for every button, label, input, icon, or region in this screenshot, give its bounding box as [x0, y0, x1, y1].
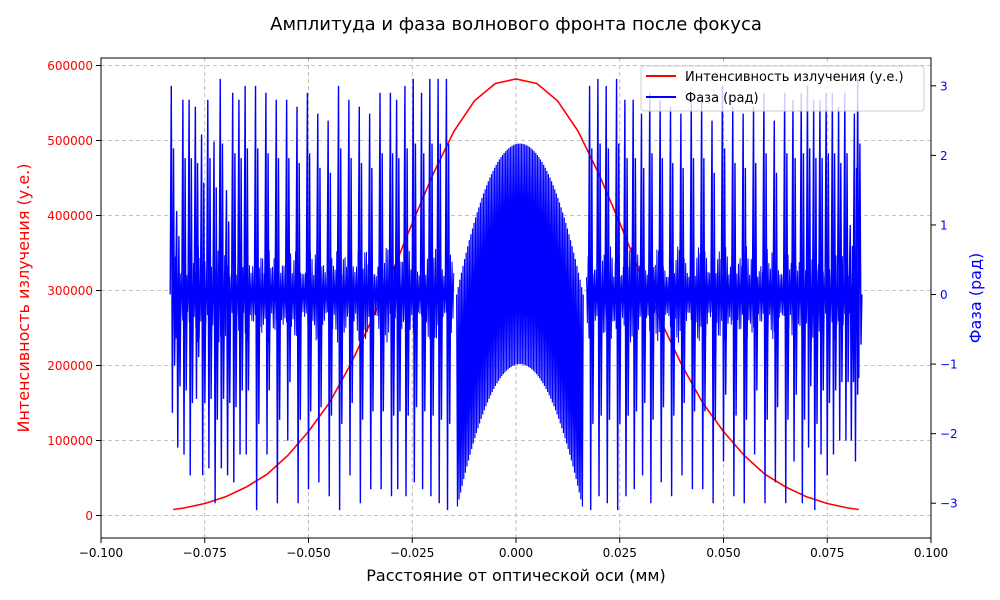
- y-tick-label: 400000: [47, 209, 93, 223]
- legend-label-phase: Фаза (рад): [685, 91, 759, 106]
- y-tick-label: 300000: [47, 284, 93, 298]
- intensity-point: [204, 502, 206, 505]
- phase-spike: [855, 78, 863, 379]
- x-tick-label: 0.025: [603, 546, 637, 560]
- phase-spike: [848, 224, 856, 441]
- y-tick-label: 0: [85, 509, 93, 523]
- phase-spike: [596, 78, 603, 497]
- phase-spike: [199, 134, 207, 476]
- legend-label-intensity: Интенсивность излучения (у.е.): [685, 70, 904, 85]
- y-axis-label: Интенсивность излучения (у.е.): [14, 164, 33, 433]
- x-tick-label: 0.100: [914, 546, 948, 560]
- y-tick-label: 500000: [47, 134, 93, 148]
- phase-spike: [782, 92, 790, 504]
- legend-box: [640, 65, 925, 112]
- intensity-point: [473, 100, 476, 102]
- y-tick-label: 600000: [47, 59, 93, 73]
- phase-spike: [587, 85, 595, 511]
- y-tick-label: 100000: [47, 434, 93, 448]
- phase-spike: [419, 92, 427, 490]
- phase-spike: [326, 120, 334, 497]
- intensity-point: [287, 454, 289, 457]
- phase-spike: [295, 106, 302, 504]
- phase-spike: [394, 99, 402, 490]
- phase-spike: [367, 113, 375, 490]
- phase-spike: [730, 106, 738, 497]
- intensity-point: [515, 78, 517, 80]
- legend: Интенсивность излучения (у.е.) Фаза (рад…: [640, 65, 925, 112]
- phase-spike: [336, 85, 344, 511]
- y2-tick-label: −2: [940, 427, 958, 441]
- phase-spike: [799, 92, 807, 504]
- phase-spike: [444, 78, 452, 511]
- x-tick-label: 0.000: [499, 546, 533, 560]
- x-tick-label: −0.075: [183, 546, 227, 560]
- intensity-point: [494, 82, 496, 85]
- phase-spike: [347, 99, 354, 476]
- x-tick-label: 0.075: [810, 546, 844, 560]
- x-axis-ticks: −0.100 −0.075 −0.050 −0.025 0.000 0.025 0.050 0…: [79, 538, 948, 560]
- phase-spike: [658, 99, 666, 483]
- intensity-point: [173, 508, 175, 511]
- y2-tick-label: −1: [940, 358, 958, 372]
- phase-baseline-noise: [586, 246, 859, 343]
- phase-spike: [639, 113, 647, 476]
- intensity-point: [536, 82, 538, 85]
- phase-spike: [230, 92, 238, 483]
- intensity-point: [826, 502, 828, 505]
- phase-spike: [824, 92, 832, 476]
- intensity-point: [183, 507, 185, 509]
- y-tick-label: 200000: [47, 359, 93, 373]
- intensity-point: [805, 496, 808, 498]
- intensity-point: [245, 486, 247, 488]
- intensity-point: [556, 100, 559, 102]
- intensity-point: [266, 473, 268, 475]
- phase-spike: [274, 99, 282, 504]
- phase-spike: [710, 120, 717, 504]
- phase-spike: [679, 113, 686, 476]
- phase-spike: [772, 120, 780, 483]
- y2-axis-ticks: −3 −2 −1 0 1 2 3: [931, 79, 958, 511]
- phase-spike: [206, 99, 213, 469]
- phase-spike: [388, 92, 396, 497]
- intensity-point: [847, 507, 849, 509]
- phase-spike: [253, 85, 261, 511]
- y2-tick-label: 0: [940, 288, 948, 302]
- phase-spike: [174, 211, 182, 448]
- intensity-point: [577, 130, 579, 133]
- y-axis-ticks: 0 100000 200000 300000 400000 500000 600000: [47, 59, 101, 523]
- phase-spike: [212, 141, 219, 504]
- y2-tick-label: −3: [940, 497, 958, 511]
- phase-spike: [614, 78, 622, 511]
- phase-spike: [436, 78, 444, 504]
- phase-spike: [699, 99, 707, 490]
- y2-tick-label: 1: [940, 218, 948, 232]
- phase-spike: [811, 99, 819, 511]
- intensity-point: [224, 496, 227, 498]
- y2-axis-label: Фаза (рад): [966, 253, 985, 343]
- phase-spike: [623, 99, 630, 497]
- x-axis-label: Расстояние от оптической оси (мм): [366, 566, 665, 585]
- phase-spike: [169, 85, 177, 413]
- x-tick-label: −0.100: [79, 546, 123, 560]
- phase-baseline-noise: [173, 246, 455, 343]
- y2-tick-label: 3: [940, 79, 948, 93]
- phase-center-oscillation: [456, 143, 584, 507]
- phase-spike: [224, 190, 232, 476]
- phase-spike: [762, 92, 769, 504]
- phase-spike: [741, 113, 749, 504]
- phase-spike: [315, 113, 323, 483]
- intensity-point: [453, 130, 455, 133]
- intensity-point: [857, 508, 859, 511]
- chart-title: Амплитуда и фаза волнового фронта после …: [270, 14, 762, 35]
- phase-series: [169, 78, 863, 511]
- y2-tick-label: 2: [940, 149, 948, 163]
- x-tick-label: 0.050: [706, 546, 740, 560]
- x-tick-label: −0.050: [286, 546, 330, 560]
- x-tick-label: −0.025: [390, 546, 434, 560]
